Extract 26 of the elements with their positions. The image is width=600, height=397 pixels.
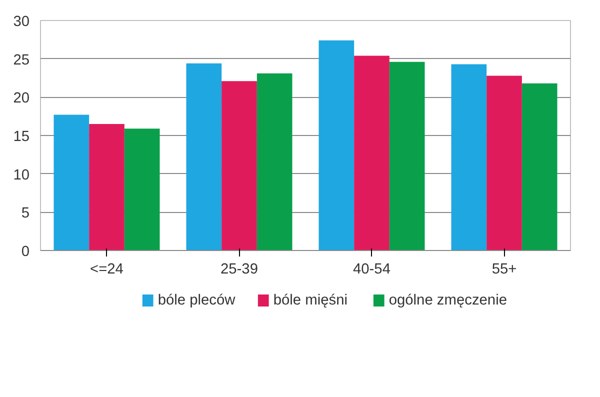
y-tick-label: 0 — [21, 244, 30, 260]
bar — [389, 62, 425, 250]
legend-label: ogólne zmęczenie — [388, 292, 507, 308]
bar — [256, 73, 292, 250]
bar — [124, 128, 160, 250]
y-tick-label: 30 — [13, 14, 30, 30]
bar — [354, 56, 390, 250]
y-tick-label: 10 — [13, 167, 30, 184]
x-tick-label: 25-39 — [220, 262, 258, 278]
bar — [222, 81, 257, 250]
bar — [89, 124, 124, 250]
bar — [522, 83, 558, 250]
legend-label: bóle mięśni — [273, 292, 348, 308]
y-tick-label: 20 — [13, 90, 30, 107]
bar — [486, 76, 522, 250]
x-tick-label: <=24 — [90, 262, 124, 278]
y-tick-label: 25 — [13, 52, 30, 68]
legend-label: bóle pleców — [158, 292, 236, 308]
y-tick-label: 15 — [13, 129, 30, 145]
bar — [451, 64, 487, 250]
y-tick-label: 5 — [21, 206, 30, 222]
bar — [186, 63, 222, 250]
x-tick-label: 40-54 — [353, 262, 391, 278]
bar — [54, 114, 90, 250]
bar — [318, 40, 354, 250]
x-tick-label: 55+ — [492, 262, 517, 278]
